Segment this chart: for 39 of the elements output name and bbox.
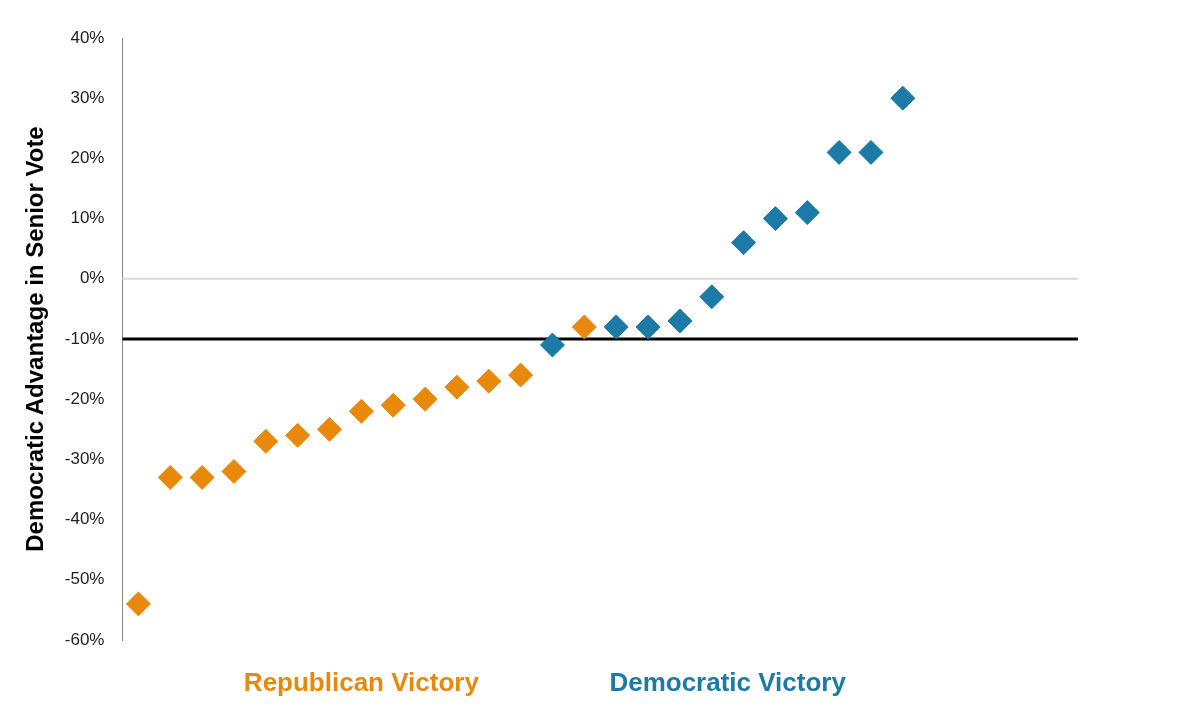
y-tick-label: 0% <box>79 268 105 288</box>
point <box>858 139 884 165</box>
y-tick-label: -60% <box>64 629 105 649</box>
point <box>444 374 470 400</box>
point <box>157 464 183 490</box>
point <box>635 314 661 340</box>
point <box>731 230 757 256</box>
point <box>603 314 629 340</box>
point <box>348 398 374 424</box>
point <box>762 206 788 232</box>
point <box>476 368 502 394</box>
y-tick-label: 30% <box>70 87 105 107</box>
point <box>189 464 215 490</box>
point <box>826 139 852 165</box>
y-tick-label: -50% <box>64 569 105 589</box>
point <box>221 458 247 484</box>
point <box>890 85 916 111</box>
point <box>380 392 406 418</box>
point <box>285 422 311 448</box>
y-tick-label: -20% <box>64 388 105 408</box>
point <box>412 386 438 412</box>
point <box>125 591 151 617</box>
point <box>699 284 725 310</box>
text: Democratic Victory <box>609 667 847 698</box>
point <box>667 308 693 334</box>
point <box>253 428 279 454</box>
y-tick-label: -40% <box>64 509 105 529</box>
y-tick-label: 20% <box>70 148 105 168</box>
point <box>794 200 820 226</box>
y-tick-label: 40% <box>70 27 105 47</box>
text: Republican Victory <box>243 667 480 698</box>
y-axis-title: Democratic Advantage in Senior Vote <box>21 126 49 552</box>
point <box>571 314 597 340</box>
y-tick-label: -10% <box>64 328 105 348</box>
point <box>508 362 534 388</box>
point <box>539 332 565 358</box>
y-tick-label: -30% <box>64 449 105 469</box>
y-tick-label: 10% <box>70 208 105 228</box>
point <box>317 416 343 442</box>
